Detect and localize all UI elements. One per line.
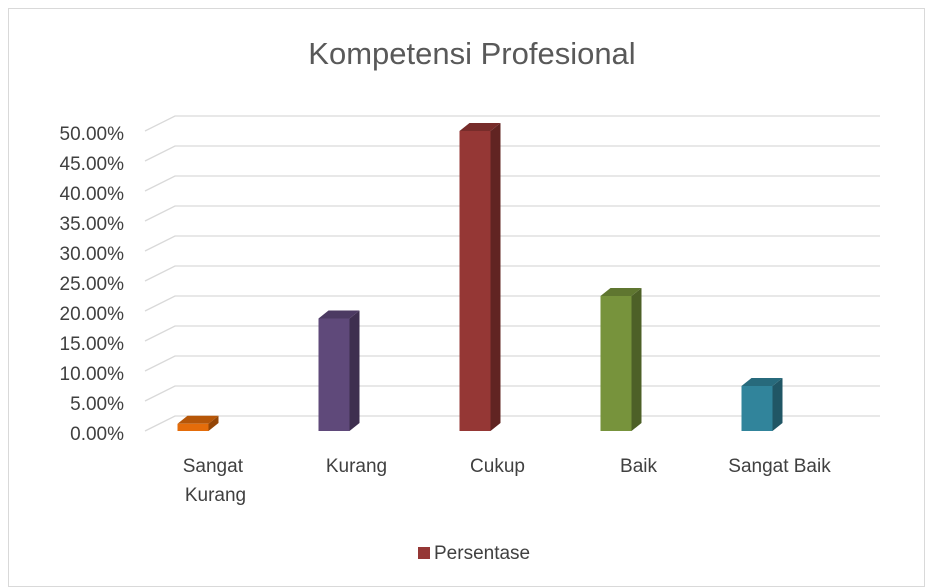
y-tick-label: 20.00%	[60, 304, 125, 325]
grid-line	[144, 415, 880, 432]
grid-line	[144, 115, 880, 132]
y-tick-label: 0.00%	[70, 424, 124, 445]
grid-line	[144, 325, 880, 342]
bar-top	[459, 123, 501, 131]
y-tick-label: 30.00%	[60, 244, 125, 265]
x-tick-label: Cukup	[470, 456, 525, 477]
x-tick-label: Baik	[620, 456, 657, 477]
grid-line	[144, 295, 880, 312]
y-tick-label: 45.00%	[60, 154, 125, 175]
x-tick-label: Kurang	[326, 456, 387, 477]
bar-side	[631, 288, 642, 431]
y-tick-label: 40.00%	[60, 184, 125, 205]
bar	[459, 131, 491, 431]
bar-side	[208, 415, 219, 431]
bar	[318, 318, 350, 431]
y-tick-label: 35.00%	[60, 214, 125, 235]
bar	[177, 423, 209, 431]
bar	[741, 386, 773, 431]
legend-swatch	[418, 547, 430, 559]
grid-line	[144, 265, 880, 282]
grid-line	[144, 385, 880, 402]
bar-top	[741, 378, 783, 386]
bar-top	[318, 310, 360, 319]
y-tick-label: 5.00%	[70, 394, 124, 415]
bar-top	[600, 288, 642, 296]
grid-line	[144, 355, 880, 372]
bar-side	[490, 123, 501, 431]
bar-side	[349, 310, 360, 431]
bar-side	[772, 378, 783, 431]
chart-title: Kompetensi Profesional	[308, 36, 635, 71]
y-tick-label: 50.00%	[60, 124, 125, 145]
x-tick-label: Sangat Kurang	[183, 456, 249, 506]
grid-line	[144, 175, 880, 192]
y-tick-label: 25.00%	[60, 274, 125, 295]
y-tick-label: 15.00%	[60, 334, 125, 355]
grid-line	[144, 205, 880, 222]
bar	[600, 296, 632, 431]
bar-top	[177, 415, 219, 424]
grid-line	[144, 235, 880, 252]
x-tick-label: Sangat Baik	[728, 456, 831, 477]
legend-label: Persentase	[434, 543, 530, 564]
grid-line	[144, 145, 880, 162]
y-tick-label: 10.00%	[60, 364, 125, 385]
